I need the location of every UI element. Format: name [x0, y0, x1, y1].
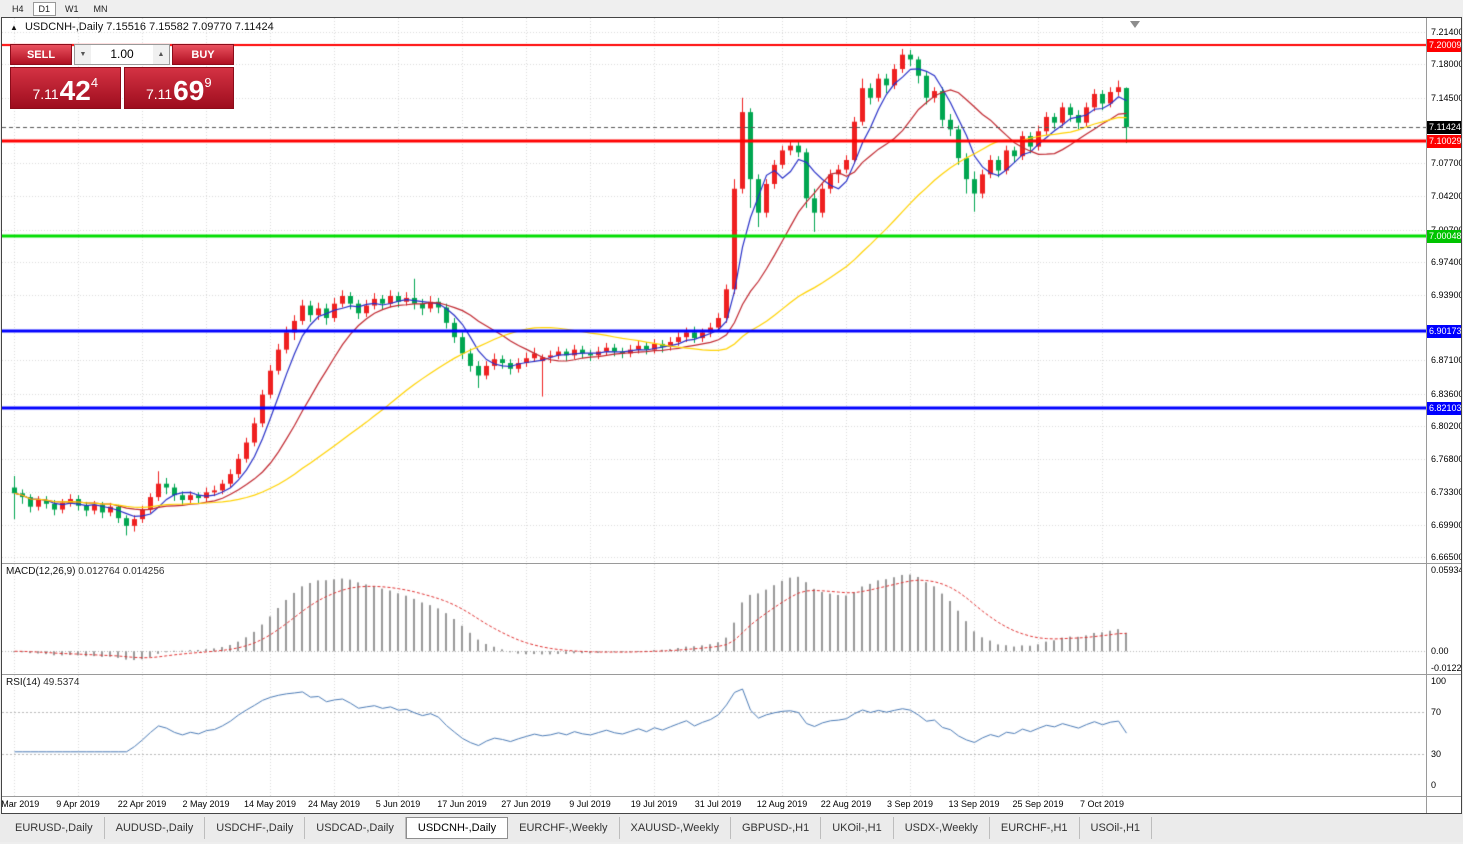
- sell-price-big: 42: [59, 75, 91, 106]
- price-tag-7.00048: 7.00048: [1427, 230, 1462, 243]
- sell-price-button[interactable]: 7.11 42 4: [10, 67, 121, 109]
- timeframe-button-w1[interactable]: W1: [65, 3, 79, 14]
- symbol-tab-usoil-h1[interactable]: USOil-,H1: [1080, 817, 1153, 839]
- macd-axis-tick: 0.0593440: [1431, 565, 1461, 575]
- date-axis-divider: [2, 796, 1461, 797]
- date-axis-label: 14 May 2019: [243, 799, 297, 809]
- symbol-tab-usdx-weekly[interactable]: USDX-,Weekly: [894, 817, 990, 839]
- date-axis-label: 12 Aug 2019: [756, 799, 808, 809]
- timeframe-button-mn[interactable]: MN: [93, 3, 108, 14]
- date-axis-label: 22 Apr 2019: [117, 799, 167, 809]
- macd-axis-tick: -0.0122190: [1431, 663, 1462, 673]
- price-axis-tick: 6.80200: [1431, 421, 1462, 431]
- symbol-tab-ukoil-h1[interactable]: UKOil-,H1: [821, 817, 894, 839]
- buy-price-sup: 9: [204, 75, 212, 90]
- symbol-tab-eurchf-h1[interactable]: EURCHF-,H1: [990, 817, 1080, 839]
- chart-symbol-period: USDCNH-,Daily: [24, 21, 104, 33]
- price-axis-tick: 7.07700: [1431, 158, 1462, 168]
- price-axis-tick: 6.73300: [1431, 487, 1462, 497]
- chart-shift-marker-icon[interactable]: [1130, 21, 1140, 28]
- chart-window: ▲ USDCNH-,Daily 7.15516 7.15582 7.09770 …: [1, 17, 1462, 814]
- chart-title: ▲ USDCNH-,Daily 7.15516 7.15582 7.09770 …: [10, 21, 274, 33]
- chart-ohlc-values: 7.15516 7.15582 7.09770 7.11424: [106, 21, 274, 33]
- symbol-tab-eurusd-daily[interactable]: EURUSD-,Daily: [4, 817, 105, 839]
- volume-control: ▼ 1.00 ▲: [74, 44, 170, 65]
- price-axis-tick: 6.83600: [1431, 389, 1462, 399]
- price-axis-tick: 7.14500: [1431, 93, 1462, 103]
- date-axis-label: 19 Jul 2019: [630, 799, 678, 809]
- timeframe-button-d1[interactable]: D1: [32, 1, 57, 16]
- buy-price-big: 69: [173, 75, 205, 106]
- price-axis-tick: 7.04200: [1431, 191, 1462, 201]
- rsi-axis-tick: 30: [1431, 749, 1442, 759]
- date-axis-label: 9 Jul 2019: [569, 799, 611, 809]
- timeframe-toolbar: H4 D1 W1 MN: [0, 0, 1463, 17]
- sell-price-prefix: 7.11: [32, 86, 59, 102]
- volume-down-icon[interactable]: ▼: [75, 45, 91, 64]
- price-tag-7.10029: 7.10029: [1427, 135, 1462, 148]
- date-axis-label: 27 Jun 2019: [501, 799, 551, 809]
- macd-indicator-label: MACD(12,26,9) 0.012764 0.014256: [6, 566, 165, 577]
- volume-up-icon[interactable]: ▲: [153, 45, 169, 64]
- price-axis-tick: 6.87100: [1431, 355, 1462, 365]
- price-axis-tick: 6.76800: [1431, 454, 1462, 464]
- date-axis-label: 17 Jun 2019: [437, 799, 487, 809]
- rsi-pane-canvas[interactable]: [2, 675, 1426, 796]
- price-axis-tick: 6.97400: [1431, 257, 1462, 267]
- price-axis-tick: 6.66500: [1431, 552, 1462, 562]
- symbol-tab-audusd-daily[interactable]: AUDUSD-,Daily: [105, 817, 206, 839]
- rsi-axis-tick: 70: [1431, 707, 1442, 717]
- buy-price-prefix: 7.11: [145, 86, 173, 102]
- symbol-tab-gbpusd-h1[interactable]: GBPUSD-,H1: [731, 817, 822, 839]
- price-tag-6.90173: 6.90173: [1427, 325, 1462, 338]
- date-axis-label: 24 May 2019: [307, 799, 361, 809]
- one-click-trading-panel: SELL ▼ 1.00 ▲ BUY 7.11 42 4 7.11 69 9: [10, 44, 234, 109]
- symbol-tab-eurchf-weekly[interactable]: EURCHF-,Weekly: [508, 817, 620, 839]
- buy-price-button[interactable]: 7.11 69 9: [123, 67, 234, 109]
- date-axis-label: 22 Aug 2019: [820, 799, 872, 809]
- date-axis-label: 25 Sep 2019: [1012, 799, 1064, 809]
- price-axis-divider: [1426, 18, 1427, 813]
- sell-price-sup: 4: [90, 75, 99, 90]
- symbol-tab-usdcad-daily[interactable]: USDCAD-,Daily: [305, 817, 406, 839]
- macd-axis-tick: 0.00: [1431, 646, 1449, 656]
- rsi-axis-tick: 0: [1431, 780, 1437, 790]
- one-click-collapse-icon[interactable]: ▲: [10, 23, 18, 32]
- rsi-indicator-label: RSI(14) 49.5374: [6, 677, 80, 688]
- price-axis-tick: 6.69900: [1431, 520, 1462, 530]
- date-axis-label: 13 Sep 2019: [948, 799, 1000, 809]
- date-axis-label: 31 Jul 2019: [694, 799, 742, 809]
- pane-splitter-macd[interactable]: [2, 563, 1461, 564]
- price-axis-tick: 6.93900: [1431, 290, 1462, 300]
- price-chart-canvas[interactable]: [2, 18, 1426, 563]
- price-tag-7.20009: 7.20009: [1427, 39, 1462, 52]
- symbol-tab-xauusd-weekly[interactable]: XAUUSD-,Weekly: [620, 817, 731, 839]
- volume-input[interactable]: 1.00: [110, 47, 134, 61]
- macd-pane-canvas[interactable]: [2, 564, 1426, 674]
- sell-button[interactable]: SELL: [10, 44, 72, 65]
- price-tag-7.11424: 7.11424: [1427, 121, 1461, 134]
- timeframe-button-h4[interactable]: H4: [12, 3, 24, 14]
- rsi-axis-tick: 100: [1431, 676, 1447, 686]
- date-axis-label: 2 May 2019: [182, 799, 230, 809]
- symbol-tab-usdchf-daily[interactable]: USDCHF-,Daily: [205, 817, 306, 839]
- pane-splitter-rsi[interactable]: [2, 674, 1461, 675]
- buy-button[interactable]: BUY: [172, 44, 234, 65]
- date-axis-label: 7 Oct 2019: [1079, 799, 1125, 809]
- symbol-tab-usdcnh-daily[interactable]: USDCNH-,Daily: [405, 817, 509, 839]
- date-axis-label: 9 Apr 2019: [56, 799, 100, 809]
- date-axis-label: 28 Mar 2019: [1, 799, 40, 809]
- date-axis-label: 5 Jun 2019: [375, 799, 421, 809]
- price-tag-6.82103: 6.82103: [1427, 402, 1462, 415]
- symbol-tab-bar: EURUSD-,Daily AUDUSD-,Daily USDCHF-,Daily U…: [0, 814, 1463, 842]
- price-axis-tick: 7.18000: [1431, 59, 1462, 69]
- date-axis-label: 3 Sep 2019: [886, 799, 934, 809]
- price-axis-tick: 7.21400: [1431, 27, 1462, 37]
